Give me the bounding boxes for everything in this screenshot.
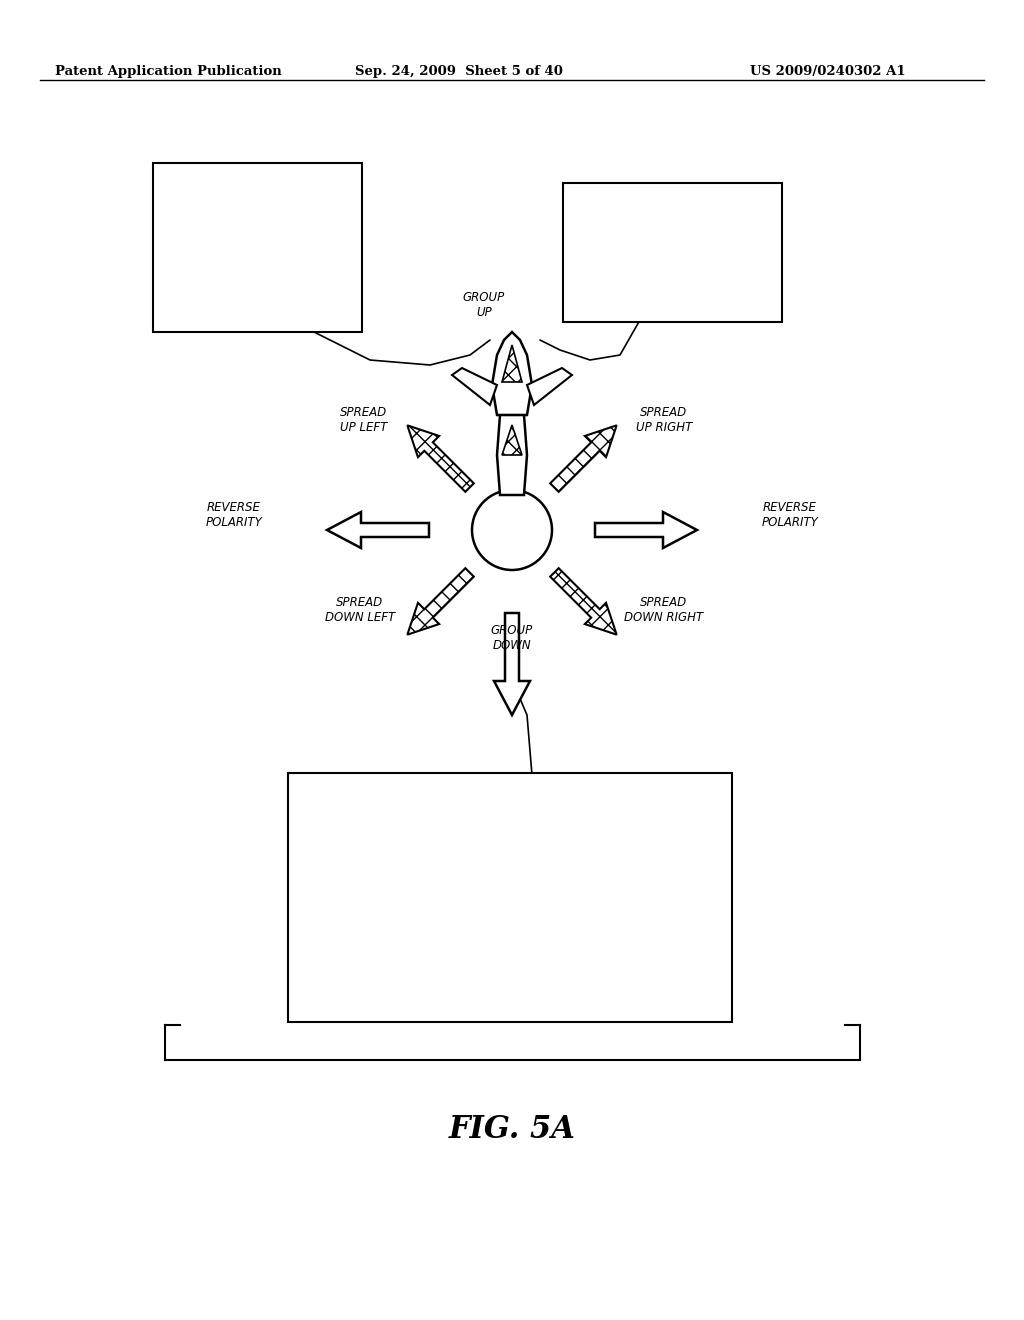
Text: JOYSTICK TOP
BUTTONS ADD
THE NUMBER OF
ELECTRODES INTO
A GROUP FOR
STIMULATION: JOYSTICK TOP BUTTONS ADD THE NUMBER OF E… — [203, 195, 312, 300]
Text: SPREAD INCREASES
OR DECREASES THE
DISTANCE BETWEEN
ELECTRODES: SPREAD INCREASES OR DECREASES THE DISTAN… — [612, 219, 732, 286]
Polygon shape — [502, 345, 522, 381]
Text: US 2009/0240302 A1: US 2009/0240302 A1 — [750, 65, 905, 78]
Text: FIG. 5A: FIG. 5A — [449, 1114, 575, 1146]
Text: Patent Application Publication: Patent Application Publication — [55, 65, 282, 78]
Text: REVERSE
POLARITY: REVERSE POLARITY — [762, 502, 818, 529]
Polygon shape — [494, 345, 530, 447]
Text: REVERSE
POLARITY: REVERSE POLARITY — [206, 502, 262, 529]
Text: SPREAD
UP LEFT: SPREAD UP LEFT — [340, 407, 388, 434]
Text: SPREAD
DOWN RIGHT: SPREAD DOWN RIGHT — [625, 597, 703, 624]
Text: SPREAD
UP RIGHT: SPREAD UP RIGHT — [636, 407, 692, 434]
Polygon shape — [408, 425, 474, 492]
Text: GROUP
UP: GROUP UP — [463, 290, 505, 319]
FancyBboxPatch shape — [153, 162, 362, 333]
Polygon shape — [452, 368, 497, 405]
Polygon shape — [595, 512, 697, 548]
Circle shape — [472, 490, 552, 570]
Polygon shape — [502, 425, 522, 455]
FancyBboxPatch shape — [563, 183, 782, 322]
Polygon shape — [492, 333, 532, 414]
Text: SPREAD
DOWN LEFT: SPREAD DOWN LEFT — [325, 597, 395, 624]
Polygon shape — [494, 612, 530, 715]
Polygon shape — [527, 368, 572, 405]
Text: 42: 42 — [567, 301, 583, 314]
Polygon shape — [497, 375, 527, 495]
Text: GROUP
DOWN: GROUP DOWN — [490, 624, 534, 652]
Text: GROUP UP AND DOWN SELECTIVELY
DIRECTS THE CURRENT UP OR
DOWN BY ONE AT A TIME CH: GROUP UP AND DOWN SELECTIVELY DIRECTS TH… — [399, 817, 621, 978]
Polygon shape — [550, 425, 616, 492]
Polygon shape — [408, 568, 474, 635]
Polygon shape — [550, 568, 616, 635]
FancyBboxPatch shape — [288, 774, 732, 1022]
Text: Sep. 24, 2009  Sheet 5 of 40: Sep. 24, 2009 Sheet 5 of 40 — [355, 65, 563, 78]
Polygon shape — [327, 512, 429, 548]
